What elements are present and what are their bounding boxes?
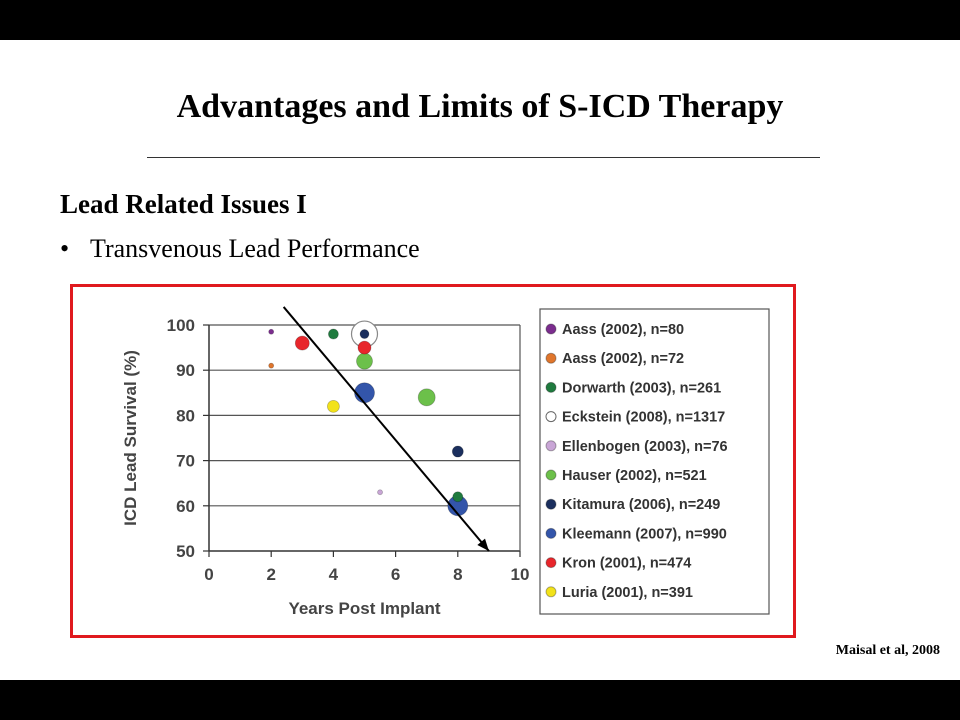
y-tick-label: 60 xyxy=(176,497,195,516)
legend-label: Aass (2002), n=80 xyxy=(562,322,684,338)
legend-label: Dorwarth (2003), n=261 xyxy=(562,380,721,396)
y-axis-label: ICD Lead Survival (%) xyxy=(121,350,140,526)
x-tick-label: 10 xyxy=(511,565,530,584)
bullet-symbol: • xyxy=(60,234,70,263)
axes-layer xyxy=(203,324,521,557)
legend-swatch xyxy=(545,411,557,423)
legend-swatch xyxy=(545,586,557,598)
trend-arrowhead xyxy=(477,538,489,551)
data-point xyxy=(268,362,275,369)
data-point xyxy=(326,399,340,413)
data-point xyxy=(327,328,339,340)
data-point xyxy=(452,491,464,503)
data-points-layer xyxy=(268,320,469,517)
data-point xyxy=(451,445,464,458)
legend: Aass (2002), n=80 Aass (2002), n=72 Dorwar… xyxy=(539,308,770,615)
data-point xyxy=(357,340,372,355)
legend-label: Kitamura (2006), n=249 xyxy=(562,497,720,513)
tick-labels-layer: 0 2 4 6 8 10 50 60 70 80 90 100 xyxy=(167,316,530,584)
y-tick-label: 50 xyxy=(176,542,195,561)
legend-label: Luria (2001), n=391 xyxy=(562,585,693,601)
y-tick-label: 80 xyxy=(176,406,195,425)
x-tick-label: 0 xyxy=(204,565,213,584)
bullet-item: • Transvenous Lead Performance xyxy=(60,234,420,264)
data-point xyxy=(359,329,370,339)
data-point xyxy=(294,335,310,351)
y-tick-label: 70 xyxy=(176,452,195,471)
section-heading: Lead Related Issues I xyxy=(60,189,307,219)
legend-swatch xyxy=(545,527,557,539)
data-point xyxy=(417,388,436,407)
x-tick-label: 6 xyxy=(391,565,400,584)
citation: Maisal et al, 2008 xyxy=(835,643,940,658)
data-point xyxy=(356,352,373,370)
x-tick-label: 8 xyxy=(453,565,462,584)
x-tick-label: 4 xyxy=(329,565,339,584)
legend-label: Hauser (2002), n=521 xyxy=(562,468,707,484)
legend-swatch xyxy=(545,381,557,393)
legend-label: Kron (2001), n=474 xyxy=(562,556,691,572)
x-axis-label: Years Post Implant xyxy=(288,599,440,618)
figure-frame: 0 2 4 6 8 10 50 60 70 80 90 100 Years Post Implant … xyxy=(70,284,796,638)
legend-box xyxy=(539,308,770,615)
bullet-text: Transvenous Lead Performance xyxy=(90,234,420,263)
legend-swatch xyxy=(545,557,557,569)
legend-label: Kleemann (2007), n=990 xyxy=(562,526,727,542)
y-tick-label: 100 xyxy=(167,316,195,335)
slide-title: Advantages and Limits of S-ICD Therapy xyxy=(176,88,784,125)
y-tick-label: 90 xyxy=(176,361,195,380)
legend-label: Aass (2002), n=72 xyxy=(562,351,684,367)
legend-swatch xyxy=(545,440,557,452)
trend-arrow-layer xyxy=(282,306,490,552)
data-point xyxy=(354,382,375,404)
trend-arrow-line xyxy=(282,306,490,552)
legend-swatch xyxy=(545,323,557,335)
data-point xyxy=(268,328,275,335)
title-divider xyxy=(147,157,820,158)
legend-swatch xyxy=(545,498,557,510)
data-point xyxy=(377,489,383,496)
legend-swatch xyxy=(545,352,557,364)
legend-swatch xyxy=(545,469,557,481)
x-tick-label: 2 xyxy=(266,565,275,584)
slide: Advantages and Limits of S-ICD Therapy L… xyxy=(0,40,960,680)
legend-label: Ellenbogen (2003), n=76 xyxy=(562,439,728,455)
legend-label: Eckstein (2008), n=1317 xyxy=(562,410,725,426)
